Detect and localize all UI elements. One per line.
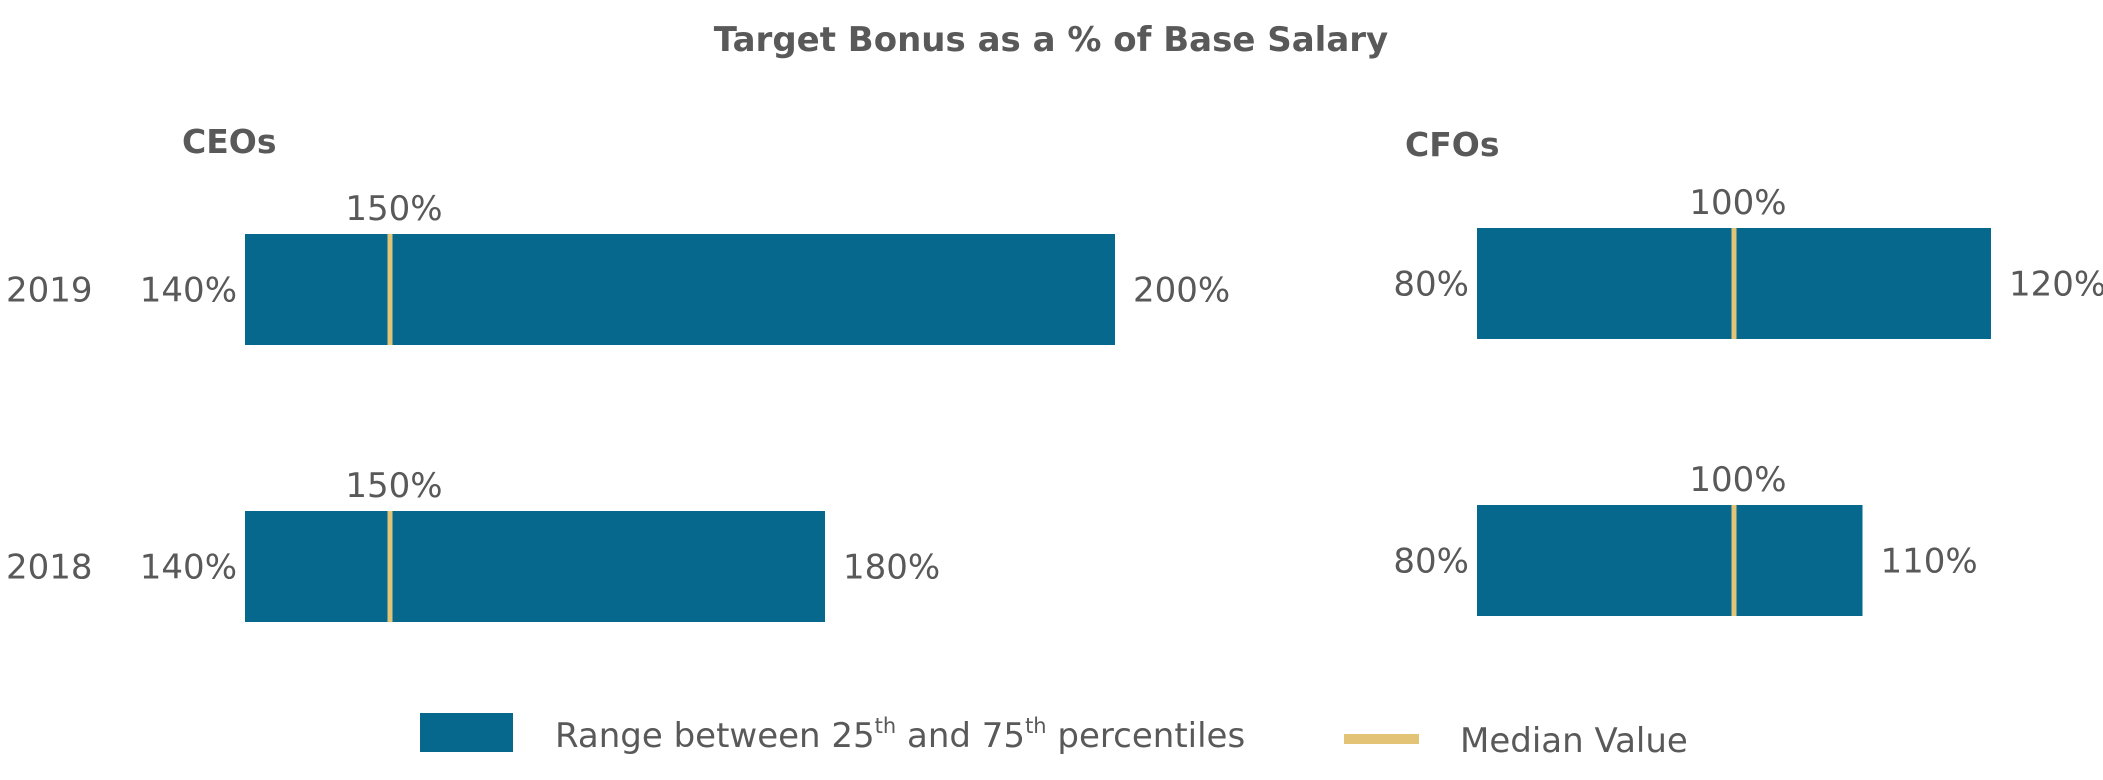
low-label-cfos-2018: 80%	[1393, 542, 1469, 582]
median-line-ceos-2018	[387, 511, 393, 622]
legend-range-label: Range between 25th and 75th percentiles	[555, 714, 1245, 756]
median-line-ceos-2019	[387, 234, 393, 345]
legend-range-text-post: percentiles	[1047, 716, 1246, 756]
high-label-ceos-2018: 180%	[843, 548, 940, 588]
year-label-2019: 2019	[6, 271, 93, 311]
chart-marks: 140% 200% 150% 2019 140% 180% 150% 2018 80% 120% 1…	[6, 183, 2103, 622]
high-label-cfos-2019: 120%	[2009, 265, 2103, 305]
legend-range-sup1: th	[875, 714, 897, 738]
low-label-cfos-2019: 80%	[1393, 265, 1469, 305]
legend: Range between 25th and 75th percentiles …	[420, 713, 1688, 761]
median-label-ceos-2019: 150%	[345, 189, 442, 229]
year-label-2018: 2018	[6, 548, 93, 588]
legend-range-text: Range between 25	[555, 716, 875, 756]
chart-title: Target Bonus as a % of Base Salary	[714, 20, 1388, 60]
median-line-cfos-2019	[1731, 228, 1737, 339]
range-bar-ceos-2019	[245, 234, 1115, 345]
median-label-ceos-2018: 150%	[345, 466, 442, 506]
legend-range-sup2: th	[1025, 714, 1047, 738]
high-label-cfos-2018: 110%	[1881, 542, 1978, 582]
median-line-cfos-2018	[1731, 505, 1737, 616]
legend-range-text-mid: and 75	[896, 716, 1025, 756]
range-bar-ceos-2018	[245, 511, 825, 622]
legend-range-swatch	[420, 713, 513, 752]
median-label-cfos-2018: 100%	[1689, 460, 1786, 500]
high-label-ceos-2019: 200%	[1133, 271, 1230, 311]
legend-median-label: Median Value	[1460, 721, 1688, 761]
panel-title-ceos: CEOs	[182, 122, 276, 161]
low-label-ceos-2019: 140%	[140, 271, 237, 311]
panel-title-cfos: CFOs	[1405, 125, 1499, 164]
legend-median-swatch	[1344, 734, 1419, 744]
low-label-ceos-2018: 140%	[140, 548, 237, 588]
median-label-cfos-2019: 100%	[1689, 183, 1786, 223]
range-bar-cfos-2018	[1477, 505, 1863, 616]
